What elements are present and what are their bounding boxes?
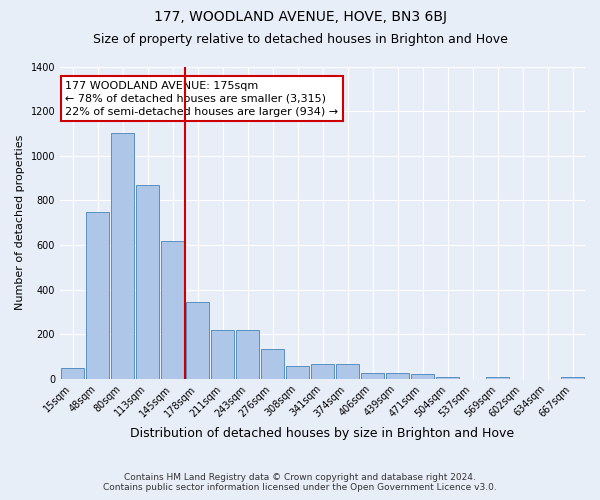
Bar: [361, 374, 384, 379]
Text: Contains HM Land Registry data © Crown copyright and database right 2024.
Contai: Contains HM Land Registry data © Crown c…: [103, 473, 497, 492]
Bar: [411, 374, 434, 379]
Bar: [236, 330, 259, 379]
Bar: [86, 212, 109, 379]
Bar: [336, 364, 359, 379]
X-axis label: Distribution of detached houses by size in Brighton and Hove: Distribution of detached houses by size …: [130, 427, 515, 440]
Bar: [261, 349, 284, 379]
Text: 177, WOODLAND AVENUE, HOVE, BN3 6BJ: 177, WOODLAND AVENUE, HOVE, BN3 6BJ: [154, 10, 446, 24]
Bar: [136, 185, 159, 379]
Bar: [286, 366, 309, 379]
Bar: [561, 376, 584, 379]
Bar: [211, 330, 234, 379]
Bar: [311, 364, 334, 379]
Bar: [111, 134, 134, 379]
Bar: [186, 302, 209, 379]
Text: 177 WOODLAND AVENUE: 175sqm
← 78% of detached houses are smaller (3,315)
22% of : 177 WOODLAND AVENUE: 175sqm ← 78% of det…: [65, 80, 338, 117]
Bar: [161, 240, 184, 379]
Bar: [386, 374, 409, 379]
Bar: [61, 368, 84, 379]
Text: Size of property relative to detached houses in Brighton and Hove: Size of property relative to detached ho…: [92, 32, 508, 46]
Bar: [486, 376, 509, 379]
Y-axis label: Number of detached properties: Number of detached properties: [15, 135, 25, 310]
Bar: [436, 376, 459, 379]
